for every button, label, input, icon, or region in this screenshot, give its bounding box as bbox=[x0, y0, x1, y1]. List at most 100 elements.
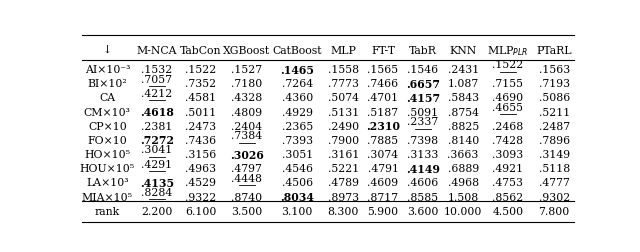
Text: .4581: .4581 bbox=[185, 93, 216, 103]
Text: .4157: .4157 bbox=[406, 93, 440, 104]
Text: .1546: .1546 bbox=[407, 65, 438, 75]
Text: .4506: .4506 bbox=[282, 178, 313, 188]
Text: .7773: .7773 bbox=[328, 79, 359, 89]
Text: .4791: .4791 bbox=[367, 164, 399, 174]
Text: .8585: .8585 bbox=[407, 193, 438, 203]
Text: .4609: .4609 bbox=[367, 178, 399, 188]
Text: .7896: .7896 bbox=[539, 136, 570, 146]
Text: .1522: .1522 bbox=[185, 65, 216, 75]
Text: 3.600: 3.600 bbox=[407, 207, 438, 217]
Text: .5187: .5187 bbox=[367, 108, 399, 117]
Text: 8.300: 8.300 bbox=[328, 207, 359, 217]
Text: LA×10³: LA×10³ bbox=[86, 178, 129, 188]
Text: .1465: .1465 bbox=[280, 65, 314, 76]
Text: .3074: .3074 bbox=[367, 150, 399, 160]
Text: .1563: .1563 bbox=[539, 65, 570, 75]
Text: 10.000: 10.000 bbox=[444, 207, 483, 217]
Text: CatBoost: CatBoost bbox=[273, 46, 322, 56]
Text: MIA×10⁵: MIA×10⁵ bbox=[82, 193, 132, 203]
Text: .1532: .1532 bbox=[141, 65, 172, 75]
Text: .7180: .7180 bbox=[231, 79, 262, 89]
Text: .8284: .8284 bbox=[141, 188, 172, 198]
Text: TabR: TabR bbox=[409, 46, 436, 56]
Text: .3026: .3026 bbox=[230, 149, 264, 161]
Text: 1.087: 1.087 bbox=[447, 79, 479, 89]
Text: TabCon: TabCon bbox=[180, 46, 221, 56]
Text: .8740: .8740 bbox=[231, 193, 262, 203]
Text: MLP$_{PLR}$: MLP$_{PLR}$ bbox=[487, 44, 529, 57]
Text: .4777: .4777 bbox=[539, 178, 570, 188]
Text: .5211: .5211 bbox=[539, 108, 570, 117]
Text: .5074: .5074 bbox=[328, 93, 359, 103]
Text: .2490: .2490 bbox=[328, 122, 359, 132]
Text: CM×10³: CM×10³ bbox=[84, 108, 131, 117]
Text: .8825: .8825 bbox=[447, 122, 479, 132]
Text: .7885: .7885 bbox=[367, 136, 399, 146]
Text: FO×10: FO×10 bbox=[88, 136, 127, 146]
Text: .3133: .3133 bbox=[407, 150, 438, 160]
Text: .8034: .8034 bbox=[280, 192, 314, 203]
Text: .4606: .4606 bbox=[407, 178, 438, 188]
Text: .7900: .7900 bbox=[328, 136, 359, 146]
Text: .4529: .4529 bbox=[185, 178, 216, 188]
Text: .8562: .8562 bbox=[492, 193, 524, 203]
Text: .8754: .8754 bbox=[447, 108, 479, 117]
Text: .3093: .3093 bbox=[492, 150, 524, 160]
Text: 2.200: 2.200 bbox=[141, 207, 173, 217]
Text: .3051: .3051 bbox=[282, 150, 313, 160]
Text: .4701: .4701 bbox=[367, 93, 399, 103]
Text: .7352: .7352 bbox=[185, 79, 216, 89]
Text: .4690: .4690 bbox=[492, 93, 524, 103]
Text: .3161: .3161 bbox=[328, 150, 359, 160]
Text: HO×10⁵: HO×10⁵ bbox=[84, 150, 131, 160]
Text: .5131: .5131 bbox=[328, 108, 359, 117]
Text: .3663: .3663 bbox=[447, 150, 479, 160]
Text: 7.800: 7.800 bbox=[539, 207, 570, 217]
Text: .4618: .4618 bbox=[140, 107, 174, 118]
Text: .4968: .4968 bbox=[447, 178, 479, 188]
Text: .2404: .2404 bbox=[231, 122, 262, 132]
Text: .4135: .4135 bbox=[140, 178, 174, 189]
Text: .5843: .5843 bbox=[447, 93, 479, 103]
Text: .7264: .7264 bbox=[282, 79, 313, 89]
Text: .4212: .4212 bbox=[141, 89, 172, 99]
Text: .8973: .8973 bbox=[328, 193, 359, 203]
Text: .9302: .9302 bbox=[539, 193, 570, 203]
Text: .7193: .7193 bbox=[539, 79, 570, 89]
Text: PTaRL: PTaRL bbox=[536, 46, 572, 56]
Text: .7466: .7466 bbox=[367, 79, 399, 89]
Text: .1565: .1565 bbox=[367, 65, 399, 75]
Text: ↓: ↓ bbox=[102, 46, 112, 56]
Text: .5091: .5091 bbox=[407, 108, 438, 117]
Text: .7155: .7155 bbox=[492, 79, 524, 89]
Text: HOU×10⁵: HOU×10⁵ bbox=[80, 164, 135, 174]
Text: .8717: .8717 bbox=[367, 193, 399, 203]
Text: .2487: .2487 bbox=[539, 122, 570, 132]
Text: .4753: .4753 bbox=[492, 178, 524, 188]
Text: .2365: .2365 bbox=[282, 122, 313, 132]
Text: .5011: .5011 bbox=[185, 108, 216, 117]
Text: .4921: .4921 bbox=[492, 164, 524, 174]
Text: AI×10⁻³: AI×10⁻³ bbox=[84, 65, 130, 75]
Text: .4291: .4291 bbox=[141, 160, 172, 170]
Text: .5118: .5118 bbox=[539, 164, 570, 174]
Text: rank: rank bbox=[95, 207, 120, 217]
Text: .5221: .5221 bbox=[328, 164, 359, 174]
Text: .2337: .2337 bbox=[407, 117, 438, 127]
Text: .6657: .6657 bbox=[406, 79, 440, 90]
Text: .1558: .1558 bbox=[328, 65, 359, 75]
Text: .9322: .9322 bbox=[185, 193, 216, 203]
Text: .1527: .1527 bbox=[231, 65, 262, 75]
Text: .3149: .3149 bbox=[539, 150, 570, 160]
Text: .6889: .6889 bbox=[447, 164, 479, 174]
Text: .7398: .7398 bbox=[407, 136, 438, 146]
Text: .4360: .4360 bbox=[282, 93, 313, 103]
Text: .4448: .4448 bbox=[231, 174, 262, 184]
Text: .4809: .4809 bbox=[231, 108, 262, 117]
Text: .2473: .2473 bbox=[185, 122, 216, 132]
Text: CP×10: CP×10 bbox=[88, 122, 127, 132]
Text: 4.500: 4.500 bbox=[492, 207, 524, 217]
Text: .2310: .2310 bbox=[366, 121, 400, 132]
Text: .4929: .4929 bbox=[282, 108, 313, 117]
Text: .2468: .2468 bbox=[492, 122, 524, 132]
